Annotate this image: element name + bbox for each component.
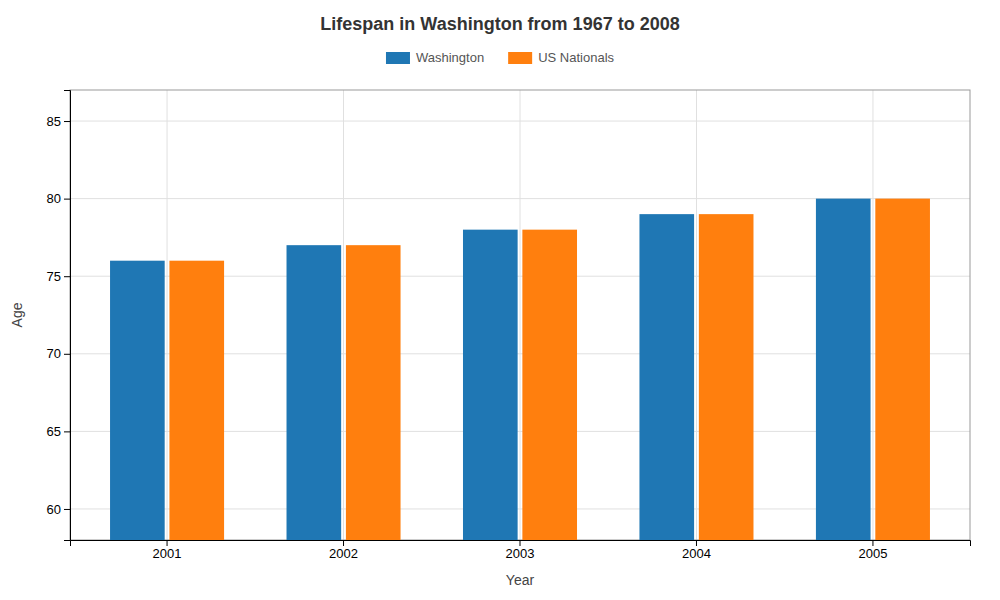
y-tick-label: 80: [47, 191, 61, 206]
bar: [875, 199, 930, 540]
legend-label: US Nationals: [538, 50, 614, 65]
x-tick-label: 2003: [506, 546, 535, 561]
y-tick-mark: [64, 354, 70, 355]
x-tick: 2003: [506, 540, 535, 561]
x-tick-label: 2005: [858, 546, 887, 561]
y-tick-mark: [64, 509, 70, 510]
bars: [110, 199, 930, 540]
x-tick-mark: [167, 540, 168, 546]
x-tick-mark: [343, 540, 344, 546]
y-tick-label: 75: [47, 269, 61, 284]
x-axis-line: [71, 541, 971, 547]
y-tick-label: 65: [47, 424, 61, 439]
plot-area: 2001 2002 2003 2004 2005 60 65 70 75 80 85: [47, 90, 971, 561]
x-axis: 2001 2002 2003 2004 2005: [71, 540, 971, 561]
chart-title: Lifespan in Washington from 1967 to 2008: [320, 14, 679, 34]
x-tick-mark: [872, 540, 873, 546]
legend-swatch: [508, 52, 532, 64]
y-tick: 60: [47, 502, 70, 517]
y-tick: 75: [47, 269, 70, 284]
grid-line-x: [167, 90, 168, 540]
y-axis: 60 65 70 75 80 85: [47, 91, 71, 541]
y-tick: 65: [47, 424, 70, 439]
x-tick-label: 2001: [153, 546, 182, 561]
y-tick-label: 85: [47, 114, 61, 129]
x-tick-mark: [520, 540, 521, 546]
y-axis-line: [64, 91, 71, 541]
page: {"chart_data": {"type": "bar", "title": …: [0, 0, 1000, 600]
legend-swatch: [386, 52, 410, 64]
x-tick: 2002: [329, 540, 358, 561]
legend-item: Washington: [386, 50, 484, 65]
grid-line-x: [872, 90, 873, 540]
y-tick-mark: [64, 199, 70, 200]
y-tick-label: 70: [47, 346, 61, 361]
legend-label: Washington: [416, 50, 484, 65]
bar-series: [169, 199, 930, 540]
x-tick: 2005: [858, 540, 887, 561]
grid-line-x: [696, 90, 697, 540]
x-axis-title: Year: [506, 572, 535, 588]
y-tick-label: 60: [47, 502, 61, 517]
x-tick-label: 2004: [682, 546, 711, 561]
y-tick-mark: [64, 431, 70, 432]
x-tick: 2004: [682, 540, 711, 561]
chart-container: Lifespan in Washington from 1967 to 2008…: [0, 0, 1000, 600]
bar: [287, 245, 342, 540]
y-tick-mark: [64, 276, 70, 277]
chart-svg: Lifespan in Washington from 1967 to 2008…: [0, 0, 1000, 600]
grid: [70, 90, 970, 540]
x-tick: 2001: [153, 540, 182, 561]
bar: [816, 199, 871, 540]
y-tick-mark: [64, 121, 70, 122]
legend: Washington US Nationals: [386, 50, 615, 65]
x-tick-label: 2002: [329, 546, 358, 561]
legend-item: US Nationals: [508, 50, 614, 65]
bar: [522, 230, 577, 540]
grid-line-x: [520, 90, 521, 540]
y-axis-title: Age: [9, 302, 25, 327]
x-tick-mark: [696, 540, 697, 546]
bar: [110, 261, 165, 540]
bar-series: [110, 199, 871, 540]
y-tick: 85: [47, 114, 70, 129]
bar: [639, 214, 694, 540]
y-tick: 80: [47, 191, 70, 206]
grid-line-x: [343, 90, 344, 540]
bar: [463, 230, 518, 540]
bar: [699, 214, 754, 540]
y-tick: 70: [47, 346, 70, 361]
bar: [346, 245, 401, 540]
plot-frame: [70, 90, 970, 540]
bar: [169, 261, 224, 540]
